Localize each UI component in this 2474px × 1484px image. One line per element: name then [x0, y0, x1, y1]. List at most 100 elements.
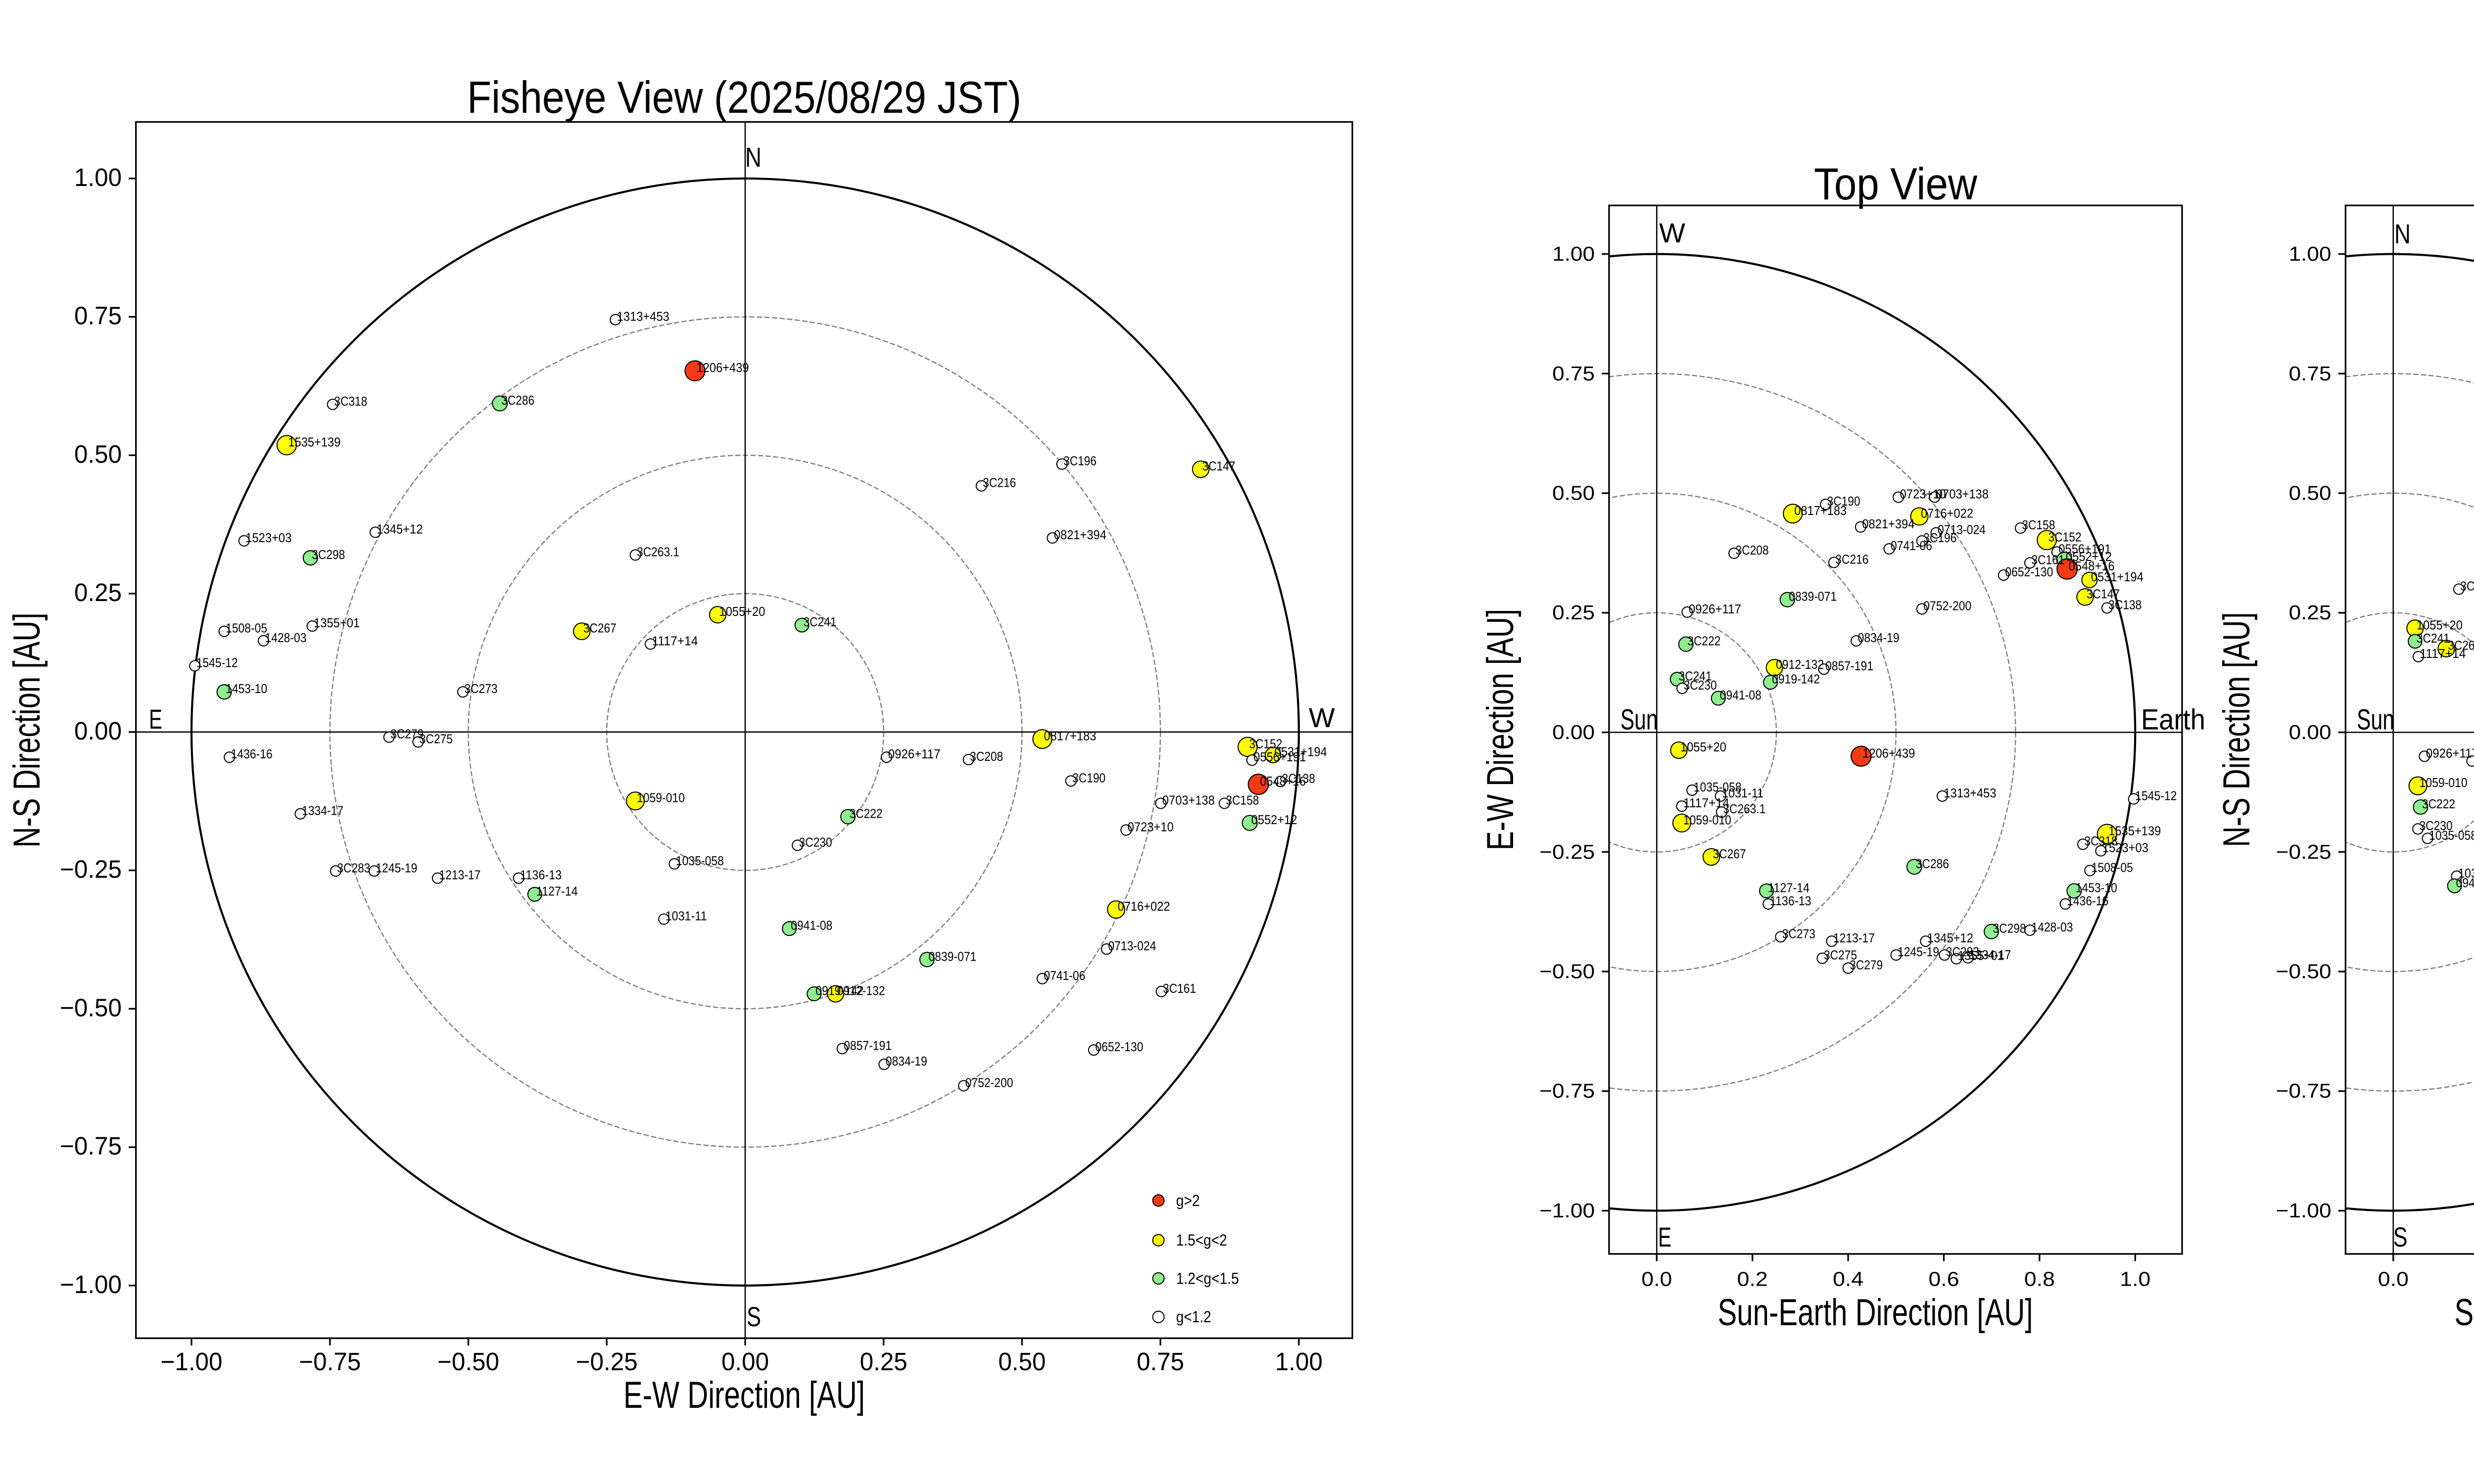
svg-text:−0.75: −0.75	[299, 1347, 361, 1376]
svg-text:0941-08: 0941-08	[791, 918, 832, 933]
svg-text:0926+117: 0926+117	[2426, 745, 2474, 760]
svg-text:3C241: 3C241	[804, 614, 837, 629]
svg-text:−1.00: −1.00	[2276, 1199, 2331, 1222]
svg-text:1334-17: 1334-17	[1969, 947, 2011, 962]
svg-text:3C190: 3C190	[1827, 494, 1860, 509]
svg-text:0.50: 0.50	[999, 1347, 1046, 1376]
svg-text:1035-058: 1035-058	[676, 853, 724, 868]
svg-text:0926+117: 0926+117	[888, 746, 941, 761]
svg-text:3C279: 3C279	[1850, 958, 1883, 973]
svg-text:0839-071: 0839-071	[929, 949, 977, 964]
svg-text:−0.25: −0.25	[2276, 840, 2331, 863]
svg-text:1245-19: 1245-19	[376, 860, 417, 875]
svg-text:0.50: 0.50	[1552, 482, 1595, 505]
svg-text:0821+394: 0821+394	[1054, 527, 1106, 542]
svg-text:1.00: 1.00	[1552, 242, 1595, 265]
svg-text:−0.25: −0.25	[60, 855, 122, 883]
svg-text:0.8: 0.8	[2024, 1268, 2055, 1291]
svg-text:1136-13: 1136-13	[1770, 893, 1811, 908]
svg-text:−0.75: −0.75	[2276, 1079, 2331, 1102]
svg-text:3C273: 3C273	[465, 681, 498, 696]
svg-text:−1.00: −1.00	[161, 1347, 223, 1376]
svg-text:1436-16: 1436-16	[231, 746, 273, 761]
svg-text:Earth: Earth	[2141, 704, 2205, 736]
svg-text:1055+20: 1055+20	[1680, 740, 1726, 754]
svg-text:−1.00: −1.00	[1539, 1199, 1595, 1222]
svg-text:3C318: 3C318	[334, 394, 367, 409]
svg-text:S: S	[747, 1301, 761, 1332]
svg-text:0741-06: 0741-06	[1044, 968, 1086, 983]
svg-text:0.75: 0.75	[74, 302, 122, 330]
svg-text:Sun-Earth Direction [AU]: Sun-Earth Direction [AU]	[1718, 1292, 2033, 1334]
svg-text:1117+14: 1117+14	[1683, 795, 1729, 810]
svg-text:3C216: 3C216	[983, 475, 1016, 490]
svg-text:0652-130: 0652-130	[1095, 1039, 1143, 1054]
svg-text:0.4: 0.4	[1833, 1268, 1863, 1291]
svg-text:0857-191: 0857-191	[844, 1038, 892, 1053]
svg-text:1545-12: 1545-12	[196, 655, 238, 670]
svg-text:0716+022: 0716+022	[1921, 506, 1973, 521]
svg-text:1127-14: 1127-14	[536, 883, 578, 898]
svg-text:N-S Direction [AU]: N-S Direction [AU]	[2216, 612, 2258, 847]
svg-text:0.00: 0.00	[721, 1347, 769, 1376]
svg-text:0548+16: 0548+16	[2069, 558, 2115, 573]
svg-text:−0.50: −0.50	[60, 993, 122, 1021]
svg-text:0.25: 0.25	[860, 1347, 907, 1376]
svg-text:S: S	[2393, 1221, 2408, 1252]
svg-text:E: E	[149, 703, 162, 735]
svg-text:E: E	[1658, 1221, 1671, 1252]
svg-text:0941-08: 0941-08	[1720, 688, 1761, 702]
svg-text:1055+20: 1055+20	[2417, 617, 2463, 632]
svg-text:1453-10: 1453-10	[2076, 881, 2117, 895]
svg-text:Sun: Sun	[1620, 704, 1658, 736]
svg-text:1245-19: 1245-19	[1898, 944, 1939, 959]
svg-text:0.25: 0.25	[2289, 601, 2331, 624]
svg-text:1508-05: 1508-05	[2092, 860, 2133, 875]
svg-text:3C147: 3C147	[2087, 586, 2120, 601]
svg-text:E-W Direction [AU]: E-W Direction [AU]	[623, 1374, 865, 1416]
svg-text:1313+453: 1313+453	[1944, 786, 1997, 800]
svg-text:0.00: 0.00	[1552, 721, 1595, 743]
svg-text:1436-16: 1436-16	[2067, 893, 2108, 908]
svg-text:0.75: 0.75	[2289, 362, 2331, 385]
svg-text:0716+022: 0716+022	[1118, 899, 1170, 914]
svg-text:0713-024: 0713-024	[1938, 522, 1986, 537]
svg-text:0941-08: 0941-08	[2456, 875, 2474, 890]
svg-text:0.0: 0.0	[1641, 1268, 1672, 1291]
svg-text:1453-10: 1453-10	[226, 681, 267, 696]
svg-text:−0.75: −0.75	[1539, 1079, 1595, 1102]
svg-text:1345+12: 1345+12	[1927, 930, 1973, 945]
svg-text:N-S Direction [AU]: N-S Direction [AU]	[6, 613, 48, 848]
svg-text:0912-132: 0912-132	[837, 983, 885, 998]
svg-text:1117+14: 1117+14	[2420, 646, 2466, 661]
svg-text:0821+394: 0821+394	[1862, 516, 1914, 531]
svg-text:0.50: 0.50	[2289, 482, 2331, 505]
svg-text:1136-13: 1136-13	[520, 868, 562, 882]
svg-text:3C152: 3C152	[1249, 736, 1283, 751]
svg-text:g<1.2: g<1.2	[1176, 1308, 1211, 1326]
svg-text:1031-11: 1031-11	[666, 909, 707, 924]
svg-text:0552+12: 0552+12	[2066, 549, 2112, 564]
svg-text:1428-03: 1428-03	[265, 630, 307, 645]
svg-text:0817+183: 0817+183	[1044, 729, 1096, 743]
svg-text:3C283: 3C283	[1946, 944, 1979, 959]
svg-text:3C263.1: 3C263.1	[1723, 801, 1765, 816]
svg-text:0839-071: 0839-071	[1789, 589, 1837, 604]
svg-text:1059-010: 1059-010	[637, 790, 685, 805]
svg-text:1.00: 1.00	[74, 163, 122, 191]
svg-text:Fisheye View (2025/08/29 JST): Fisheye View (2025/08/29 JST)	[467, 73, 1021, 123]
svg-text:0.00: 0.00	[74, 717, 122, 745]
svg-text:1.5<g<2: 1.5<g<2	[1176, 1231, 1227, 1249]
svg-text:3C318: 3C318	[2085, 834, 2118, 848]
svg-text:3C241: 3C241	[2417, 631, 2450, 646]
svg-text:1345+12: 1345+12	[377, 522, 423, 537]
svg-text:3C286: 3C286	[1916, 856, 1949, 871]
svg-text:g>2: g>2	[1176, 1192, 1200, 1209]
svg-text:1117+14: 1117+14	[652, 634, 698, 649]
svg-text:W: W	[1309, 702, 1335, 733]
svg-text:1031-11: 1031-11	[2458, 866, 2474, 881]
svg-text:1.00: 1.00	[1275, 1347, 1323, 1376]
svg-text:0713-024: 0713-024	[1108, 938, 1156, 953]
svg-text:0.25: 0.25	[74, 578, 122, 606]
svg-text:3C152: 3C152	[2048, 529, 2082, 544]
